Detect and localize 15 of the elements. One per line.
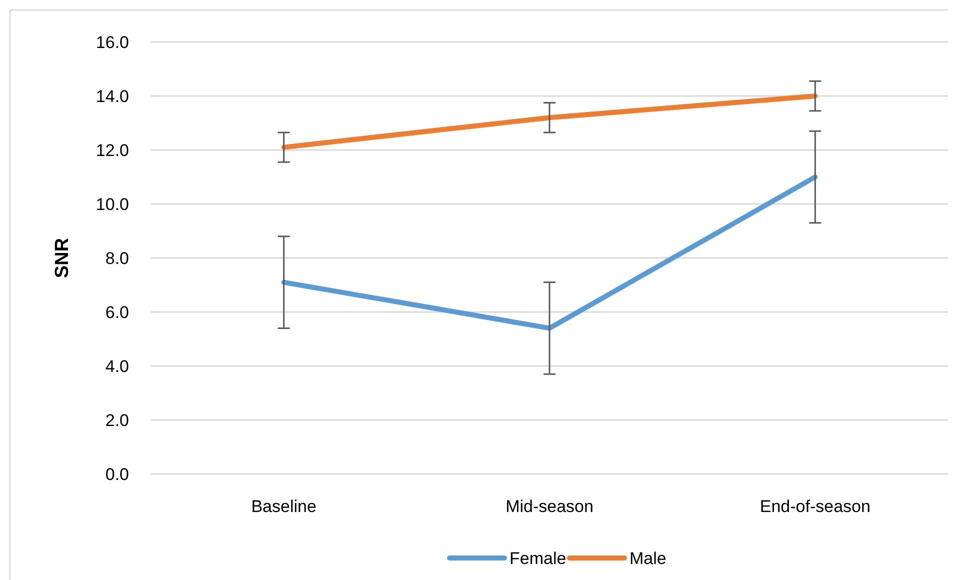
x-tick-label: End-of-season (760, 497, 870, 516)
x-tick-label: Mid-season (506, 497, 594, 516)
y-tick-label: 12.0 (96, 140, 129, 160)
y-tick-label: 10.0 (96, 194, 129, 214)
y-tick-label: 0.0 (105, 464, 129, 484)
y-tick-label: 16.0 (96, 32, 129, 52)
y-tick-label: 4.0 (105, 356, 129, 376)
y-tick-label: 8.0 (105, 248, 129, 268)
y-axis-title: SNR (52, 238, 73, 278)
y-tick-label: 14.0 (96, 86, 129, 106)
y-tick-label: 2.0 (105, 410, 129, 430)
legend-label: Male (630, 548, 666, 568)
legend-label: Female (510, 548, 566, 568)
x-tick-label: Baseline (251, 497, 316, 516)
y-tick-label: 6.0 (105, 302, 129, 322)
